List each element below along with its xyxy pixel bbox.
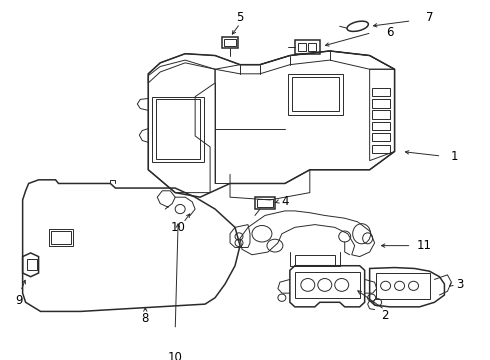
Text: 6: 6 — [386, 26, 393, 39]
Text: 5: 5 — [236, 11, 244, 24]
Bar — [295, 255, 335, 266]
Bar — [152, 96, 204, 162]
Bar — [376, 273, 431, 299]
Bar — [371, 87, 390, 96]
Text: 4: 4 — [281, 195, 289, 208]
Text: 8: 8 — [142, 312, 149, 325]
Bar — [295, 272, 360, 298]
Bar — [371, 99, 390, 108]
Bar — [371, 145, 390, 153]
Bar — [26, 259, 37, 270]
Bar — [292, 77, 339, 111]
Bar — [298, 43, 306, 51]
Text: 3: 3 — [456, 278, 463, 291]
Text: 9: 9 — [15, 294, 23, 307]
Bar — [257, 199, 273, 207]
Text: 11: 11 — [417, 239, 432, 252]
Bar — [371, 122, 390, 130]
Bar — [224, 39, 236, 46]
Bar — [50, 231, 72, 244]
Bar — [371, 111, 390, 118]
Text: 10: 10 — [171, 221, 186, 234]
Text: 7: 7 — [426, 11, 433, 24]
Bar — [308, 43, 316, 51]
Bar — [156, 99, 200, 159]
Bar — [288, 74, 343, 115]
Text: 2: 2 — [381, 310, 389, 323]
Text: 10: 10 — [168, 351, 183, 360]
Bar — [371, 133, 390, 141]
Bar — [49, 229, 74, 246]
Text: 1: 1 — [451, 149, 458, 163]
